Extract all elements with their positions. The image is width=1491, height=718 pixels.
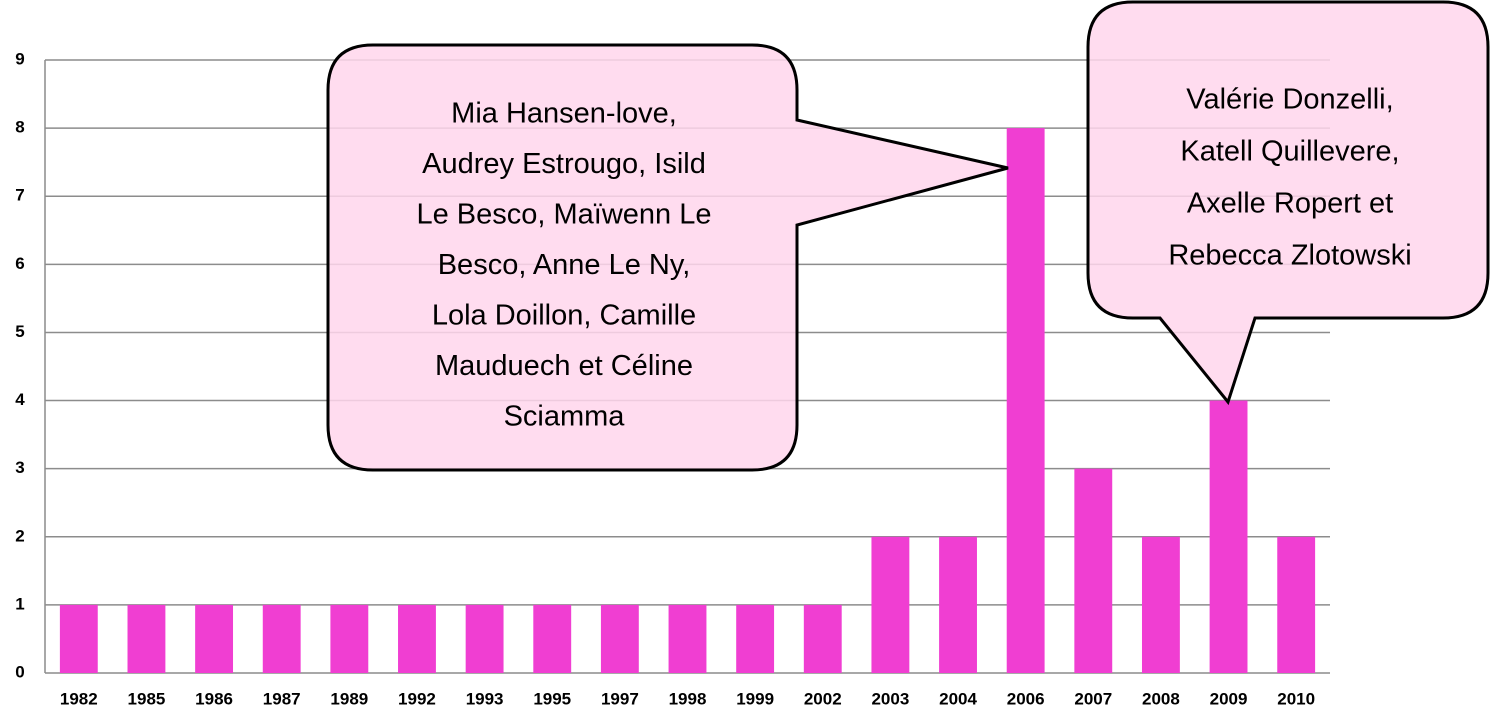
x-tick-label: 2004 bbox=[939, 689, 977, 708]
bar bbox=[803, 604, 842, 673]
x-tick-label: 1989 bbox=[330, 689, 368, 708]
bar bbox=[465, 604, 504, 673]
x-tick-label: 1992 bbox=[398, 689, 436, 708]
x-tick-label: 2010 bbox=[1277, 689, 1315, 708]
x-tick-label: 2003 bbox=[871, 689, 909, 708]
y-tick-label: 8 bbox=[15, 118, 24, 137]
bar bbox=[1209, 400, 1248, 673]
annotation-text: Audrey Estrougo, Isild bbox=[422, 148, 706, 180]
x-tick-label: 2002 bbox=[804, 689, 842, 708]
bar bbox=[59, 604, 98, 673]
x-tick-label: 2007 bbox=[1074, 689, 1112, 708]
bar bbox=[939, 536, 977, 673]
bar bbox=[195, 604, 234, 673]
annotation-text: Axelle Ropert et bbox=[1187, 188, 1393, 220]
bar bbox=[668, 604, 707, 673]
x-tick-label: 1987 bbox=[263, 689, 301, 708]
annotation-text: Mauduech et Céline bbox=[435, 350, 693, 382]
annotation-text: Katell Quillevere, bbox=[1180, 136, 1399, 168]
y-tick-label: 3 bbox=[15, 458, 24, 477]
y-tick-label: 7 bbox=[15, 186, 24, 205]
bar bbox=[262, 604, 301, 673]
bar bbox=[1074, 468, 1113, 673]
annotation-text: Besco, Anne Le Ny, bbox=[438, 249, 691, 281]
y-tick-label: 2 bbox=[15, 526, 24, 545]
plot-area: 0 1 2 3 4 5 6 7 8 9 1982 1985 1986 1987 1989 1992 1993 19… bbox=[15, 49, 1330, 708]
y-tick-label: 6 bbox=[15, 254, 24, 273]
annotation-text: Le Besco, Maïwenn Le bbox=[416, 199, 711, 231]
annotation-text: Sciamma bbox=[504, 401, 626, 433]
x-tick-label: 1997 bbox=[601, 689, 639, 708]
callout-box bbox=[326, 43, 1009, 472]
y-tick-label: 9 bbox=[15, 49, 24, 68]
annotation-text: Rebecca Zlotowski bbox=[1168, 240, 1411, 272]
x-tick-label: 1986 bbox=[195, 689, 233, 708]
x-tick-label: 2008 bbox=[1142, 689, 1180, 708]
x-tick-label: 1993 bbox=[466, 689, 504, 708]
annotation-text: Lola Doillon, Camille bbox=[432, 300, 696, 332]
y-tick-label: 5 bbox=[15, 322, 24, 341]
x-tick-label: 1985 bbox=[128, 689, 166, 708]
x-tick-label: 1995 bbox=[533, 689, 571, 708]
x-tick-label: 1982 bbox=[60, 689, 98, 708]
bar bbox=[533, 604, 572, 673]
bar bbox=[127, 604, 166, 673]
bar bbox=[1006, 128, 1045, 674]
y-tick-label: 4 bbox=[15, 390, 25, 409]
callout-box bbox=[1086, 0, 1490, 406]
annotation-text: Valérie Donzelli, bbox=[1186, 84, 1393, 116]
x-tick-label: 2009 bbox=[1210, 689, 1248, 708]
bar bbox=[330, 604, 369, 673]
y-tick-label: 0 bbox=[15, 662, 24, 681]
bar bbox=[398, 604, 436, 673]
annotation-text: Mia Hansen-love, bbox=[451, 98, 677, 130]
bar bbox=[736, 604, 775, 673]
x-tick-label: 1998 bbox=[669, 689, 707, 708]
bar bbox=[1277, 536, 1316, 673]
y-tick-label: 1 bbox=[15, 594, 24, 613]
bar bbox=[600, 604, 639, 673]
x-tick-label: 1999 bbox=[736, 689, 774, 708]
x-tick-label: 2006 bbox=[1007, 689, 1045, 708]
bar bbox=[1141, 536, 1180, 673]
bar bbox=[871, 536, 910, 673]
